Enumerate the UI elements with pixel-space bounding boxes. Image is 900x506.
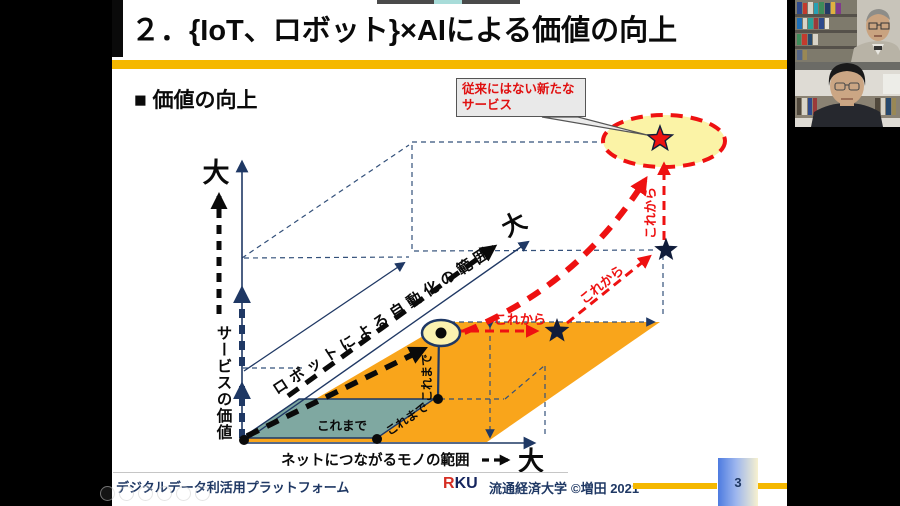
page-number: 3 — [734, 474, 742, 490]
footer-credit-text: ©増田 2021 — [571, 481, 640, 496]
value-axis-label: サービスの価値 — [215, 325, 234, 441]
things-max-label: 大 — [518, 446, 544, 476]
glasses-1 — [868, 22, 890, 30]
origin-dot — [239, 435, 249, 445]
participant-2 — [811, 63, 883, 127]
footer-platform-text: デジタルデータ利活用プラットフォーム — [116, 480, 350, 495]
section-heading: ■ 価値の向上 — [134, 89, 258, 112]
footer-university-text: 流通経済大学 — [489, 481, 568, 496]
toolbar-accent-segment — [434, 0, 462, 4]
webcam-strip — [795, 0, 900, 127]
callout-line-1: 従来にはない新たな — [462, 82, 575, 96]
from-now-label-3: これから — [643, 187, 658, 239]
callout-line-2: サービス — [462, 98, 513, 113]
value-max-label: 大 — [203, 158, 230, 188]
meeting-control-button-4[interactable] — [157, 486, 172, 501]
things-axis-label: ネットにつながるモノの範囲 — [281, 451, 470, 469]
logo-ku: KU — [454, 475, 478, 492]
page-number-box: 3 — [718, 458, 758, 506]
meeting-toolbar-edge[interactable] — [377, 0, 520, 4]
mid-depth-edge — [243, 261, 406, 372]
new-service-callout: 従来にはない新たな サービス — [456, 78, 586, 117]
robot-max-label: 大 — [497, 207, 531, 242]
black-dashed-arrows — [210, 191, 511, 466]
footer-yellow-line-right — [758, 483, 787, 489]
until-now-dot — [372, 434, 382, 444]
meeting-control-button-2[interactable] — [119, 486, 134, 501]
webcam-tile-1[interactable] — [795, 0, 900, 62]
until-now-label-3: これまで — [420, 354, 434, 402]
webcam-tile-2[interactable] — [795, 62, 900, 127]
meeting-control-button-5[interactable] — [176, 486, 191, 501]
footer-yellow-line-left — [633, 483, 717, 489]
title-underline — [112, 60, 787, 69]
bookshelf-1 — [795, 0, 857, 62]
data-points — [239, 125, 678, 445]
from-now-curve — [440, 175, 648, 344]
meeting-controls — [100, 486, 210, 501]
base-dot — [433, 394, 443, 404]
robot-axis — [241, 240, 530, 444]
glasses-2 — [834, 82, 860, 91]
star-step-2 — [654, 237, 678, 260]
participant-1 — [851, 9, 900, 62]
logo-r: R — [443, 475, 455, 492]
university-logo: RKU — [443, 475, 478, 493]
from-now-arrows — [440, 161, 671, 344]
footer-divider — [113, 472, 568, 473]
from-now-label-2: これから — [577, 262, 627, 306]
from-now-label-1: これから — [494, 312, 546, 327]
title-accent-bar — [112, 0, 123, 57]
callout-pointer — [541, 116, 648, 136]
meeting-control-button-1[interactable] — [100, 486, 115, 501]
meeting-control-button-3[interactable] — [138, 486, 153, 501]
until-now-label-1: これまで — [317, 419, 367, 433]
meeting-control-button-6[interactable] — [195, 486, 210, 501]
current-dot — [435, 327, 447, 339]
wireframe-box — [241, 141, 664, 439]
slide-title: ２．{IoT、ロボット}×AIによる価値の向上 — [131, 15, 678, 47]
from-now-arrow-2 — [566, 254, 652, 325]
until-now-path-arrow — [245, 346, 428, 439]
